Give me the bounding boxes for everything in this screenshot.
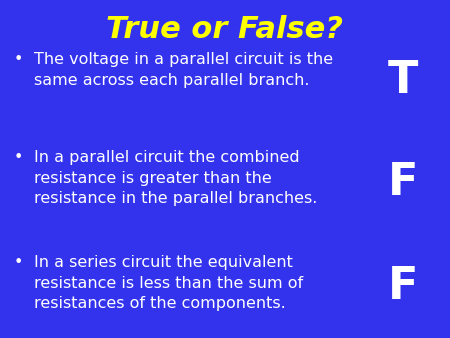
Text: In a series circuit the equivalent
resistance is less than the sum of
resistance: In a series circuit the equivalent resis…: [34, 255, 303, 311]
Text: The voltage in a parallel circuit is the
same across each parallel branch.: The voltage in a parallel circuit is the…: [34, 52, 333, 88]
Text: •: •: [14, 255, 23, 270]
Text: True or False?: True or False?: [107, 15, 343, 44]
Text: F: F: [387, 265, 418, 308]
Text: In a parallel circuit the combined
resistance is greater than the
resistance in : In a parallel circuit the combined resis…: [34, 150, 317, 206]
Text: •: •: [14, 52, 23, 67]
Text: •: •: [14, 150, 23, 165]
Text: F: F: [387, 161, 418, 203]
Text: T: T: [387, 59, 418, 102]
